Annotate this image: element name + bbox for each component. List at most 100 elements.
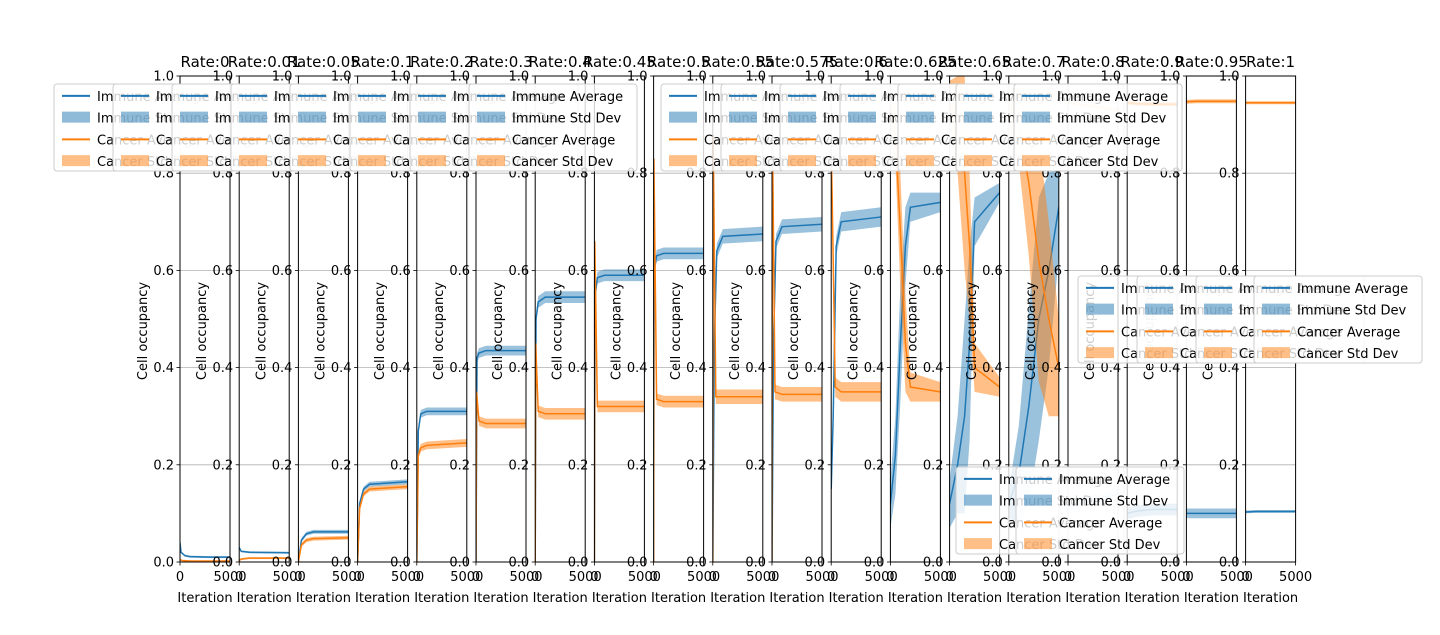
legend-label: Immune Average (1297, 282, 1408, 297)
x-tick-label: 5000 (1279, 570, 1312, 585)
y-tick-label: 0.6 (745, 264, 766, 279)
x-axis-label: Iteration (710, 591, 765, 606)
y-tick-label: 0.6 (509, 264, 530, 279)
legend-patch-swatch (298, 155, 326, 166)
legend-patch-swatch (1024, 538, 1052, 549)
legend-patch-swatch (180, 155, 208, 166)
legend-label: Cancer Std Dev (512, 155, 614, 170)
y-tick-label: 0.4 (805, 361, 826, 376)
x-axis-label: Iteration (1065, 591, 1120, 606)
y-tick-label: 0.0 (390, 556, 411, 571)
y-tick-label: 0.0 (686, 556, 707, 571)
legend-patch-swatch (906, 155, 934, 166)
y-axis-label: Cell occupancy (550, 282, 565, 381)
y-tick-label: 0.4 (627, 361, 648, 376)
legend-label: Cancer Average (512, 133, 615, 148)
y-tick-label: 1.0 (745, 70, 766, 85)
y-axis-label: Cell occupancy (787, 282, 802, 381)
y-tick-label: 0.0 (331, 556, 352, 571)
y-axis-label: Cell occupancy (195, 282, 210, 381)
legend-patch-swatch (964, 538, 992, 549)
legend-patch-swatch (964, 112, 992, 123)
x-tick-label: 0 (413, 570, 421, 585)
y-tick-label: 1.0 (213, 70, 234, 85)
x-axis-label: Iteration (947, 591, 1002, 606)
y-tick-label: 0.6 (805, 264, 826, 279)
y-axis-label: Cell occupancy (254, 282, 269, 381)
x-axis-label: Iteration (769, 591, 824, 606)
x-tick-label: 0 (1182, 570, 1190, 585)
y-tick-label: 0.4 (449, 361, 470, 376)
y-tick-label: 1.0 (686, 70, 707, 85)
y-tick-label: 0.0 (805, 556, 826, 571)
y-tick-label: 0.4 (568, 361, 589, 376)
y-axis-label: Cell occupancy (846, 282, 861, 381)
y-axis-label: Cell occupancy (491, 282, 506, 381)
y-tick-label: 0.0 (568, 556, 589, 571)
legend-patch-swatch (239, 155, 267, 166)
y-tick-label: 0.6 (449, 264, 470, 279)
y-tick-label: 0.6 (627, 264, 648, 279)
x-axis-label: Iteration (888, 591, 943, 606)
y-tick-label: 0.0 (272, 556, 293, 571)
y-tick-label: 0.6 (390, 264, 411, 279)
y-tick-label: 0.0 (982, 556, 1003, 571)
x-tick-label: 0 (945, 570, 953, 585)
y-tick-label: 0.4 (390, 361, 411, 376)
x-tick-label: 0 (1005, 570, 1013, 585)
x-tick-label: 0 (590, 570, 598, 585)
y-tick-label: 1.0 (864, 70, 885, 85)
x-axis-label: Iteration (355, 591, 410, 606)
legend-label: Immune Std Dev (512, 112, 622, 127)
y-tick-label: 0.0 (213, 556, 234, 571)
legend-label: Cancer Average (1057, 133, 1160, 148)
y-tick-label: 0.2 (923, 458, 944, 473)
legend-patch-swatch (848, 155, 876, 166)
y-tick-label: 1.0 (923, 70, 944, 85)
x-tick-label: 0 (886, 570, 894, 585)
panel-title: Rate:0.65 (938, 53, 1011, 71)
y-tick-label: 0.0 (153, 556, 174, 571)
x-axis-label: Iteration (1125, 591, 1180, 606)
x-axis-label: Iteration (1184, 591, 1239, 606)
y-tick-label: 1.0 (449, 70, 470, 85)
y-tick-label: 0.0 (1041, 556, 1062, 571)
y-tick-label: 0.2 (331, 458, 352, 473)
legend-label: Cancer Average (1297, 325, 1400, 340)
legend-patch-swatch (1024, 495, 1052, 506)
y-tick-label: 0.2 (153, 458, 174, 473)
y-axis-label: Cell occupancy (1024, 282, 1039, 381)
legend-label: Immune Average (1059, 473, 1170, 488)
y-tick-label: 0.4 (745, 361, 766, 376)
y-tick-label: 0.0 (745, 556, 766, 571)
y-tick-label: 1.0 (390, 70, 411, 85)
y-tick-label: 0.0 (1101, 556, 1122, 571)
legend-patch-swatch (1262, 347, 1290, 358)
panel-title: Rate:1 (1246, 53, 1295, 71)
x-tick-label: 0 (827, 570, 835, 585)
y-tick-label: 0.6 (1041, 264, 1062, 279)
legend-patch-swatch (62, 155, 90, 166)
x-axis-label: Iteration (829, 591, 884, 606)
panel-title: Rate:0 (181, 53, 230, 71)
legend-patch-swatch (964, 155, 992, 166)
y-tick-label: 0.6 (213, 264, 234, 279)
x-axis-label: Iteration (1006, 591, 1061, 606)
y-tick-label: 0.2 (864, 458, 885, 473)
y-tick-label: 0.0 (1219, 556, 1240, 571)
legend-label: Immune Std Dev (1057, 112, 1167, 127)
y-tick-label: 1.0 (331, 70, 352, 85)
panel-title: Rate:0.8 (1061, 53, 1124, 71)
panel-title: Rate:0.2 (410, 53, 473, 71)
legend-patch-swatch (729, 155, 757, 166)
y-tick-label: 1.0 (1219, 70, 1240, 85)
x-axis-label: Iteration (533, 591, 588, 606)
panel-title: Rate:0.3 (469, 53, 532, 71)
legend-patch-swatch (418, 155, 446, 166)
y-tick-label: 0.2 (568, 458, 589, 473)
legend-patch-swatch (418, 112, 446, 123)
y-tick-label: 0.2 (627, 458, 648, 473)
